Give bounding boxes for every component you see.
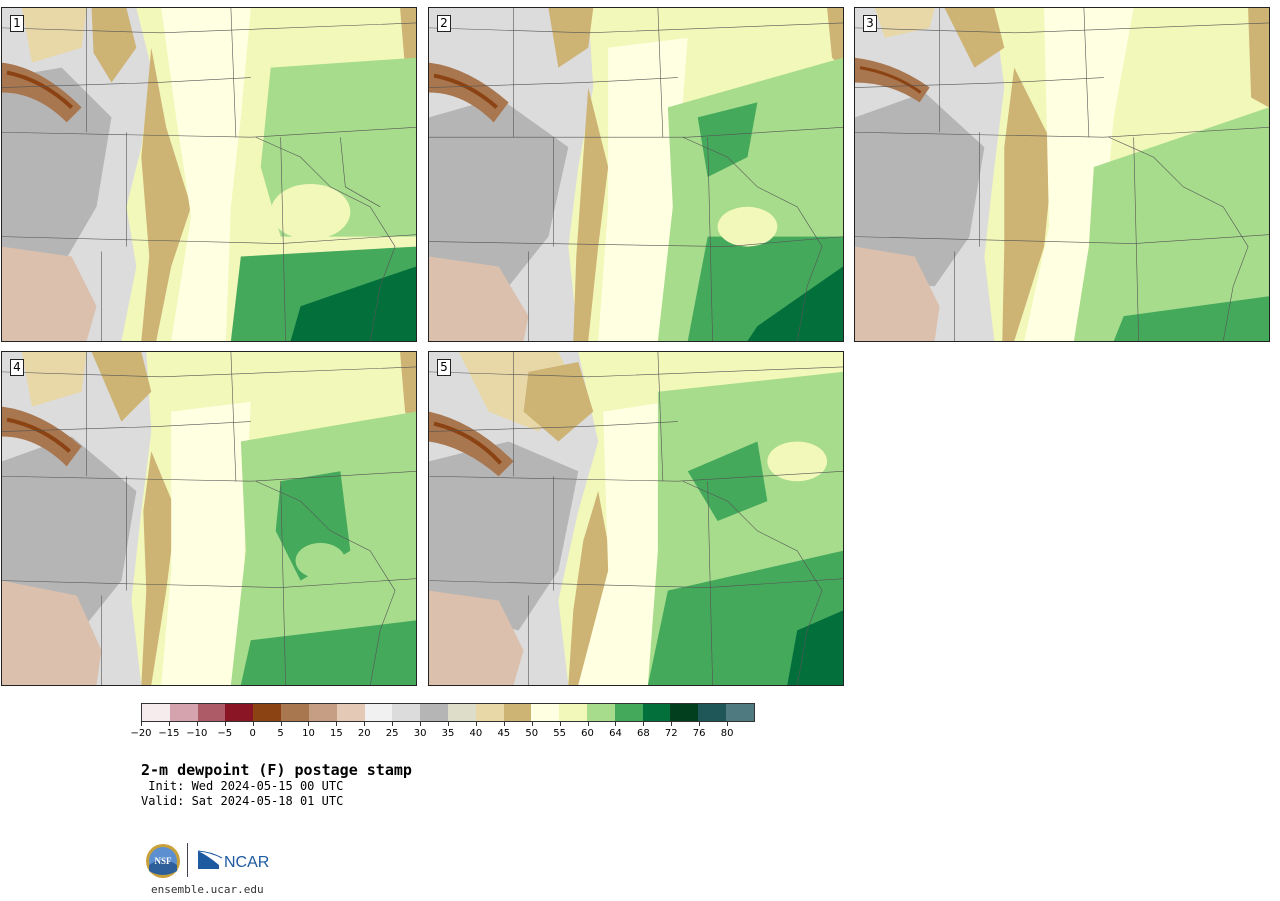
forecast-map-panel: 5 xyxy=(428,351,844,686)
colorbar-tick-label: 45 xyxy=(497,728,511,739)
colorbar-swatch xyxy=(559,704,587,721)
colorbar-tick-label: 50 xyxy=(525,728,539,739)
dewpoint-map xyxy=(429,352,843,685)
colorbar-tick-label: 10 xyxy=(302,728,315,739)
colorbar-tick-label: −10 xyxy=(186,728,208,739)
colorbar-swatch xyxy=(531,704,560,721)
colorbar-swatch xyxy=(503,704,532,721)
colorbar-tick xyxy=(559,722,561,726)
svg-text:NSF: NSF xyxy=(154,856,172,866)
panel-number: 4 xyxy=(10,359,24,376)
colorbar-tick-label: 0 xyxy=(249,728,256,739)
colorbar-swatch xyxy=(726,704,754,721)
colorbar-tick xyxy=(475,722,477,726)
panel-number: 3 xyxy=(863,15,877,32)
colorbar-tick xyxy=(336,722,338,726)
colorbar-swatch xyxy=(169,704,198,721)
dewpoint-map xyxy=(2,8,416,341)
colorbar-tick-label: 25 xyxy=(385,728,399,739)
colorbar-tick xyxy=(252,722,254,726)
colorbar-tick-label: −15 xyxy=(158,728,180,739)
valid-time: Valid: Sat 2024-05-18 01 UTC xyxy=(141,794,344,808)
figure-title: 2-m dewpoint (F) postage stamp xyxy=(141,761,412,779)
colorbar-swatch xyxy=(364,704,393,721)
colorbar-tick xyxy=(308,722,310,726)
logo-divider xyxy=(187,843,188,877)
colorbar-tick-label: −5 xyxy=(217,728,233,739)
colorbar-tick xyxy=(448,722,449,726)
colorbar-swatch xyxy=(475,704,504,721)
colorbar-tick-label: 35 xyxy=(441,728,455,739)
panel-number: 5 xyxy=(437,359,451,376)
panel-number: 2 xyxy=(437,15,451,32)
colorbar-tick xyxy=(671,722,673,726)
colorbar-tick xyxy=(643,722,645,726)
colorbar-swatch xyxy=(336,704,365,721)
dewpoint-map xyxy=(855,8,1269,341)
colorbar-swatch xyxy=(197,704,226,721)
colorbar-tick xyxy=(727,722,729,726)
colorbar-tick-label: 30 xyxy=(413,728,427,739)
colorbar-swatch xyxy=(420,704,448,721)
colorbar-tick xyxy=(168,722,170,726)
colorbar-swatch xyxy=(447,704,476,721)
colorbar-tick xyxy=(699,722,701,726)
panel-number: 1 xyxy=(10,15,24,32)
colorbar-tick-label: 40 xyxy=(469,728,483,739)
colorbar xyxy=(141,703,755,722)
colorbar-tick-label: 68 xyxy=(636,728,650,739)
colorbar-tick-label: 76 xyxy=(692,728,706,739)
colorbar-tick-label: −20 xyxy=(130,728,152,739)
colorbar-tick xyxy=(587,722,589,726)
colorbar-swatch xyxy=(225,704,254,721)
colorbar-tick-label: 72 xyxy=(664,728,678,739)
colorbar-tick-label: 64 xyxy=(609,728,622,739)
website-url: ensemble.ucar.edu xyxy=(151,883,264,896)
colorbar-swatch xyxy=(142,704,170,721)
svg-text:NCAR: NCAR xyxy=(224,854,269,871)
colorbar-swatch xyxy=(642,704,671,721)
colorbar-tick xyxy=(280,722,282,726)
colorbar-tick-labels: −20 −15 −10 −5 0 5 10 15 20 25 30 35 40 45 50 55 60 64 68 7… xyxy=(130,722,755,742)
colorbar-tick-label: 55 xyxy=(553,728,566,739)
dewpoint-map xyxy=(2,352,416,685)
forecast-map-panel: 1 xyxy=(1,7,417,342)
colorbar-swatch xyxy=(392,704,421,721)
colorbar-tick xyxy=(503,722,505,726)
forecast-map-panel: 4 xyxy=(1,351,417,686)
forecast-map-panel: 2 xyxy=(428,7,844,342)
colorbar-tick-label: 80 xyxy=(720,728,734,739)
colorbar-swatch xyxy=(670,704,699,721)
colorbar-tick xyxy=(224,722,226,726)
colorbar-tick-label: 15 xyxy=(329,728,343,739)
colorbar-tick xyxy=(420,722,422,726)
colorbar-tick-label: 60 xyxy=(581,728,594,739)
colorbar-tick xyxy=(531,722,533,726)
dewpoint-map xyxy=(429,8,843,341)
colorbar-tick xyxy=(196,722,198,726)
colorbar-tick-label: 20 xyxy=(357,728,371,739)
colorbar-swatch xyxy=(281,704,309,721)
colorbar-swatch xyxy=(587,704,615,721)
ncar-logo: NCAR xyxy=(197,850,269,871)
colorbar-swatch xyxy=(614,704,643,721)
colorbar-swatch xyxy=(308,704,337,721)
colorbar-swatch xyxy=(253,704,282,721)
colorbar-tick xyxy=(392,722,394,726)
colorbar-tick-label: 5 xyxy=(277,728,284,739)
colorbar-swatch xyxy=(698,704,727,721)
colorbar-tick xyxy=(141,722,142,726)
init-time: Init: Wed 2024-05-15 00 UTC xyxy=(141,779,344,793)
nsf-logo: NSF xyxy=(146,844,180,878)
colorbar-tick xyxy=(364,722,366,726)
forecast-map-panel: 3 xyxy=(854,7,1270,342)
colorbar-tick xyxy=(615,722,617,726)
